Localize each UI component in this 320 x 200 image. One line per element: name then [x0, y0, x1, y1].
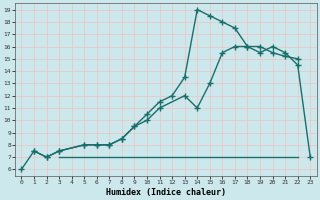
X-axis label: Humidex (Indice chaleur): Humidex (Indice chaleur) [106, 188, 226, 197]
